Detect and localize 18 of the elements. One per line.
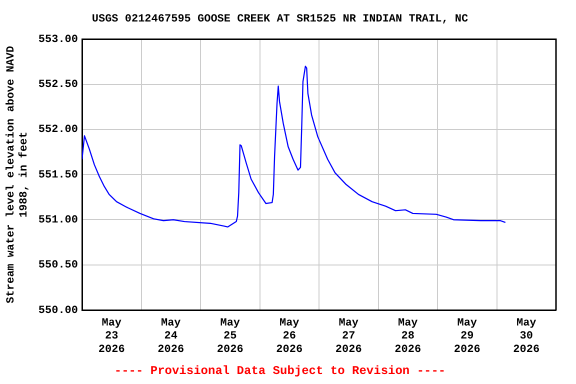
x-tick-label: May 23 2026 bbox=[98, 317, 125, 356]
y-tick-label: 551.00 bbox=[38, 214, 78, 226]
x-tick-label: May 27 2026 bbox=[335, 317, 362, 356]
y-tick-label: 550.00 bbox=[38, 304, 78, 317]
x-tick-label: May 28 2026 bbox=[394, 317, 422, 356]
x-tick-label: May 24 2026 bbox=[158, 317, 184, 356]
x-tick-label: May 25 2026 bbox=[216, 317, 244, 356]
chart-title: USGS 0212467595 GOOSE CREEK AT SR1525 NR INDIAN TRAIL, NC bbox=[92, 13, 469, 26]
y-tick-label: 552.00 bbox=[38, 124, 78, 136]
x-tick-label: May 29 2026 bbox=[454, 317, 480, 356]
y-tick-label: 551.50 bbox=[38, 169, 78, 182]
y-tick-label: 553.00 bbox=[38, 34, 78, 46]
x-tick-label: May 26 2026 bbox=[276, 317, 303, 356]
y-axis-title: Stream water level elevation above NAVD 1988, in feet bbox=[5, 45, 31, 304]
x-tick-label: May 30 2026 bbox=[513, 317, 540, 356]
y-tick-label: 552.50 bbox=[38, 79, 78, 92]
text: ---- Provisional Data Subject to Revision ---- bbox=[114, 364, 446, 378]
y-tick-label: 550.50 bbox=[38, 260, 78, 272]
